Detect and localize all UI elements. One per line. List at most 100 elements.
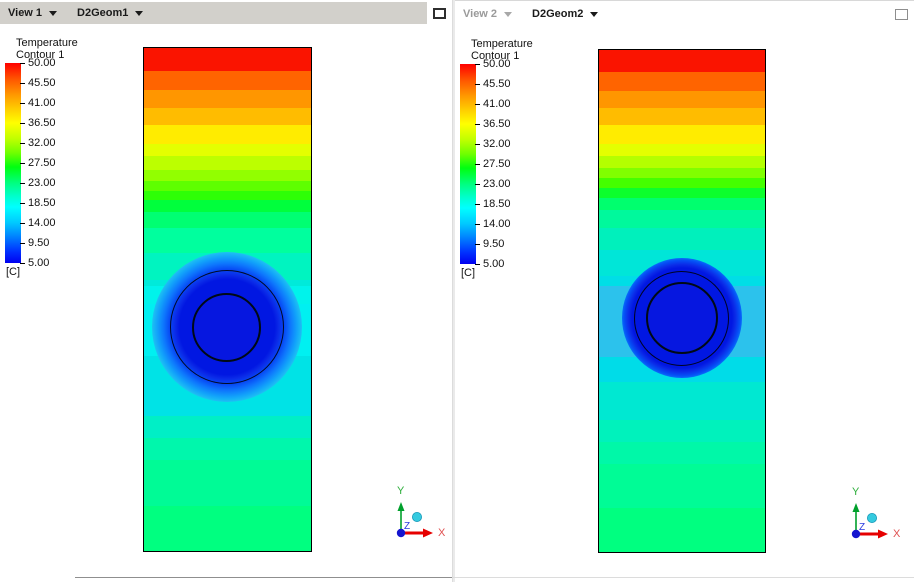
legend-tick xyxy=(475,163,480,165)
maximize-icon xyxy=(433,7,446,19)
legend-value: 5.00 xyxy=(28,257,50,269)
legend-value-row: 36.50 xyxy=(20,113,56,133)
legend-variable-name: Temperature xyxy=(16,37,78,49)
view-selector-dropdown[interactable]: View 1 xyxy=(8,7,58,19)
legend-value-row: 27.50 xyxy=(475,154,511,174)
legend-unit: [C] xyxy=(6,266,21,278)
view-pane-2: View 2 D2Geom2 Temperature Contour 1 xyxy=(455,0,914,582)
legend-value-row: 50.00 xyxy=(20,53,56,73)
legend-colorbar xyxy=(460,64,476,264)
legend-value: 14.00 xyxy=(28,217,56,229)
contour-plot-2 xyxy=(598,49,766,553)
legend-value-row: 9.50 xyxy=(20,233,56,253)
x-axis-arrowhead-icon xyxy=(423,528,433,538)
legend-value: 27.50 xyxy=(28,157,56,169)
legend-tick xyxy=(20,102,25,104)
legend-value-row: 23.00 xyxy=(20,173,56,193)
legend-value-row: 41.00 xyxy=(20,93,56,113)
legend-value: 18.50 xyxy=(483,198,511,210)
legend-value-row: 32.00 xyxy=(475,134,511,154)
y-axis-arrowhead-icon xyxy=(852,503,860,512)
legend-value-row: 18.50 xyxy=(475,194,511,214)
view-selector-dropdown[interactable]: View 2 xyxy=(463,8,513,20)
triad-origin-icon xyxy=(396,528,406,538)
legend-values: 50.00 45.50 41.00 36.50 32.00 27.50 23.0… xyxy=(475,54,511,274)
chevron-down-icon xyxy=(504,11,513,17)
pipe-inner-circle xyxy=(192,293,261,362)
y-axis-arrowhead-icon xyxy=(397,502,405,511)
legend-tick xyxy=(475,103,480,105)
legend-value: 45.50 xyxy=(28,77,56,89)
maximize-icon xyxy=(895,8,908,20)
legend-tick xyxy=(475,243,480,245)
legend-value: 32.00 xyxy=(28,137,56,149)
legend-value: 23.00 xyxy=(28,177,56,189)
orientation-triad[interactable]: Y X Z xyxy=(837,478,907,546)
legend-title: Temperature Contour 1 xyxy=(471,38,533,62)
legend-tick xyxy=(475,223,480,225)
legend-tick xyxy=(475,123,480,125)
legend-tick xyxy=(475,63,480,65)
legend-value-row: 23.00 xyxy=(475,174,511,194)
chevron-down-icon xyxy=(135,10,144,16)
orientation-triad[interactable]: Y X Z xyxy=(382,477,452,545)
z-axis-sphere-icon xyxy=(411,512,422,523)
legend-tick xyxy=(475,263,480,265)
bottom-panel-edge xyxy=(75,577,452,578)
legend-tick xyxy=(20,182,25,184)
legend-object-name: Contour 1 xyxy=(471,50,520,62)
legend-tick xyxy=(475,203,480,205)
maximize-view-button[interactable] xyxy=(427,2,452,24)
view-selector-label: View 2 xyxy=(463,8,498,20)
legend-tick xyxy=(20,122,25,124)
geometry-selector-label: D2Geom1 xyxy=(77,7,129,19)
legend-tick xyxy=(20,222,25,224)
legend-value: 5.00 xyxy=(483,258,505,270)
bottom-panel-edge-light xyxy=(452,577,914,578)
legend-value: 27.50 xyxy=(483,158,511,170)
legend-value: 14.00 xyxy=(483,218,511,230)
pipe-outer-wall-circle xyxy=(634,271,729,366)
legend-value: 41.00 xyxy=(28,97,56,109)
legend-tick xyxy=(20,62,25,64)
triad-x-label: X xyxy=(893,528,901,540)
triad-x-label: X xyxy=(438,527,446,539)
view-selector-label: View 1 xyxy=(8,7,43,19)
legend-tick xyxy=(20,242,25,244)
legend-tick xyxy=(20,262,25,264)
legend-value-row: 5.00 xyxy=(475,254,511,274)
geometry-selector-dropdown[interactable]: D2Geom1 xyxy=(77,7,144,19)
legend-value-row: 50.00 xyxy=(475,54,511,74)
legend-value-row: 36.50 xyxy=(475,114,511,134)
legend-value: 9.50 xyxy=(28,237,50,249)
legend-colorbar xyxy=(5,63,21,263)
legend-value-row: 27.50 xyxy=(20,153,56,173)
pane-splitter[interactable] xyxy=(452,0,455,582)
pipe-outer-wall-circle xyxy=(170,270,284,384)
maximize-view-button[interactable] xyxy=(889,3,914,25)
legend-value-row: 18.50 xyxy=(20,193,56,213)
legend-tick xyxy=(20,82,25,84)
legend-value-row: 32.00 xyxy=(20,133,56,153)
view-2-toolbar: View 2 D2Geom2 xyxy=(455,3,889,25)
legend-value-row: 45.50 xyxy=(475,74,511,94)
triad-origin-icon xyxy=(851,529,861,539)
chevron-down-icon xyxy=(590,11,599,17)
legend-value-row: 41.00 xyxy=(475,94,511,114)
chevron-down-icon xyxy=(49,10,58,16)
geometry-selector-label: D2Geom2 xyxy=(532,8,584,20)
view-pane-1: View 1 D2Geom1 Temperature Contour 1 xyxy=(0,0,452,582)
view-2-header: View 2 D2Geom2 xyxy=(455,1,914,25)
legend-tick xyxy=(20,142,25,144)
legend-value-row: 14.00 xyxy=(20,213,56,233)
legend-value: 9.50 xyxy=(483,238,505,250)
x-axis-arrowhead-icon xyxy=(878,529,888,539)
legend-title: Temperature Contour 1 xyxy=(16,37,78,61)
geometry-selector-dropdown[interactable]: D2Geom2 xyxy=(532,8,599,20)
z-axis-sphere-icon xyxy=(866,513,877,524)
legend-variable-name: Temperature xyxy=(471,38,533,50)
legend-values: 50.00 45.50 41.00 36.50 32.00 27.50 23.0… xyxy=(20,53,56,273)
legend-tick xyxy=(20,202,25,204)
legend-value: 45.50 xyxy=(483,78,511,90)
